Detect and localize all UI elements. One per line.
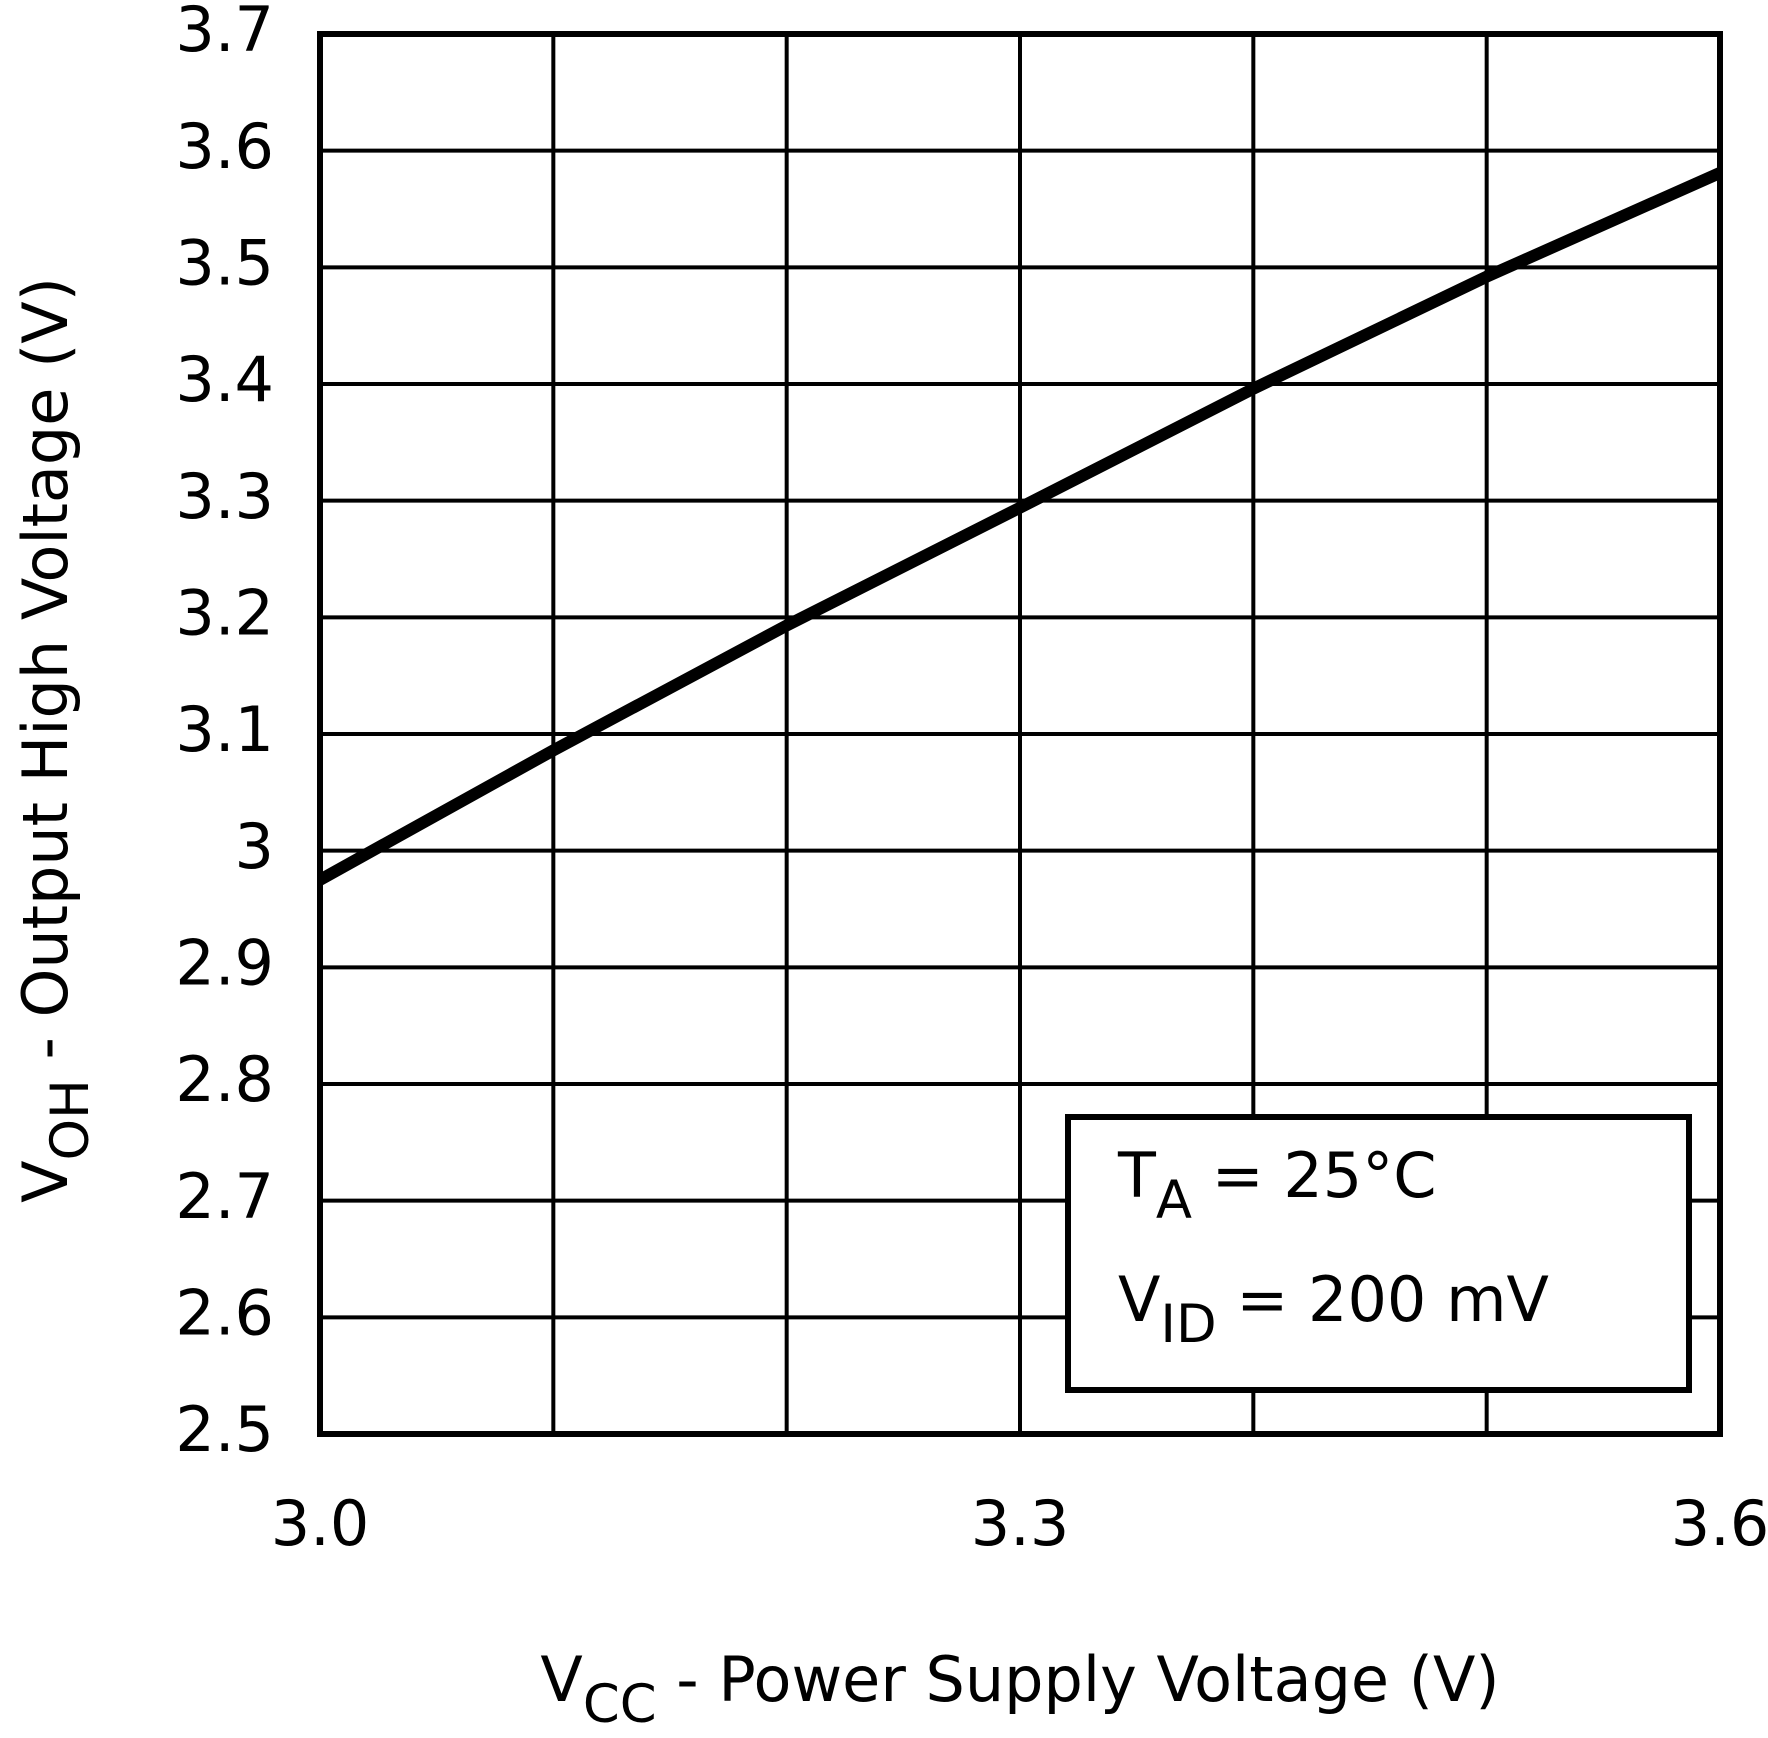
y-axis-label-main: V bbox=[9, 1160, 82, 1202]
annotation-sub: ID bbox=[1160, 1294, 1216, 1355]
y-tick-label: 3.7 bbox=[175, 0, 274, 66]
x-tick-label: 3.0 bbox=[271, 1487, 370, 1560]
y-tick-label: 3.2 bbox=[175, 576, 274, 649]
annotation-main: T bbox=[1117, 1139, 1157, 1212]
annotation-sub: A bbox=[1156, 1170, 1192, 1231]
y-tick-label: 3.4 bbox=[175, 343, 274, 416]
x-tick-label: 3.3 bbox=[971, 1487, 1070, 1560]
y-tick-label: 2.7 bbox=[175, 1160, 274, 1233]
y-axis-label: VOH - Output High Voltage (V) bbox=[9, 277, 101, 1203]
x-axis-label-main: V bbox=[540, 1643, 582, 1716]
plot-frame bbox=[317, 31, 1723, 1437]
data-line bbox=[317, 167, 1723, 886]
annotation-rest: = 25°C bbox=[1192, 1139, 1437, 1212]
y-axis-label-sub: OH bbox=[40, 1079, 101, 1160]
y-tick-label: 2.6 bbox=[175, 1276, 274, 1349]
annotation: VID = 200 mV bbox=[1118, 1263, 1549, 1355]
x-tick-label: 3.6 bbox=[1671, 1487, 1768, 1560]
y-tick-label: 2.9 bbox=[175, 926, 274, 999]
annotation-main: V bbox=[1118, 1263, 1160, 1336]
annotation: TA = 25°C bbox=[1117, 1139, 1437, 1231]
y-tick-label: 2.5 bbox=[175, 1393, 274, 1466]
y-tick-label: 3.3 bbox=[175, 460, 274, 533]
x-axis-label-rest: - Power Supply Voltage (V) bbox=[657, 1643, 1500, 1716]
x-axis-label: VCC - Power Supply Voltage (V) bbox=[540, 1643, 1499, 1735]
annotation-box bbox=[1065, 1114, 1692, 1393]
y-tick-label: 3.1 bbox=[175, 693, 274, 766]
x-axis-label-sub: CC bbox=[583, 1674, 657, 1735]
annotation-rest: = 200 mV bbox=[1217, 1263, 1549, 1336]
y-tick-label: 2.8 bbox=[175, 1043, 274, 1116]
y-tick-label: 3 bbox=[235, 810, 274, 883]
y-tick-label: 3.6 bbox=[175, 110, 274, 183]
y-axis-label-rest: - Output High Voltage (V) bbox=[9, 277, 82, 1079]
y-tick-label: 3.5 bbox=[175, 226, 274, 299]
